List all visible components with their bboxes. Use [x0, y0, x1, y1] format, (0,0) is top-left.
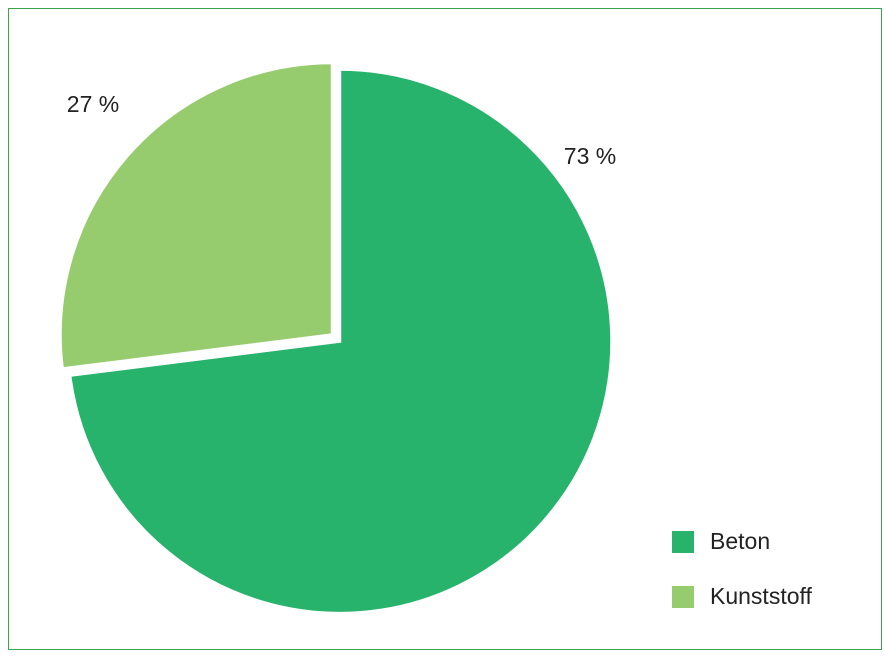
- pie-slice: [58, 61, 334, 371]
- pie-slice: [68, 67, 614, 615]
- legend-label: Beton: [710, 528, 770, 554]
- legend-swatch: [672, 586, 694, 608]
- legend-label: Kunststoff: [710, 583, 812, 609]
- data-label: 73 %: [564, 143, 616, 169]
- data-label: 27 %: [67, 91, 119, 117]
- legend-swatch: [672, 531, 694, 553]
